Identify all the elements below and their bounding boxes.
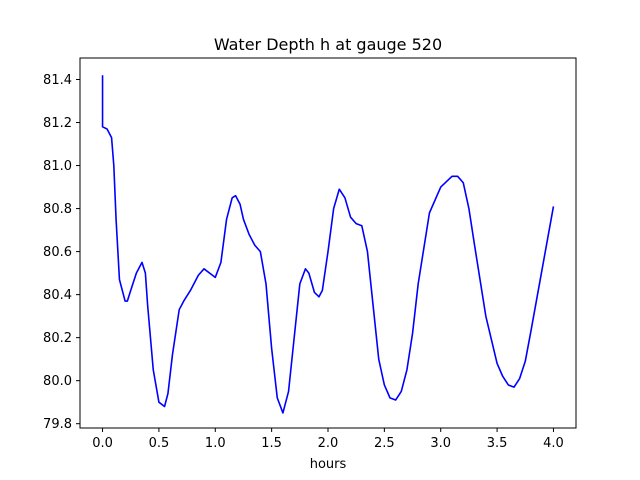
y-tick-label: 80.8 <box>43 202 72 217</box>
y-tick-label: 80.0 <box>43 374 72 389</box>
y-tick-label: 80.2 <box>43 331 72 346</box>
y-tick-label: 81.0 <box>43 159 72 174</box>
x-tick-label: 3.0 <box>430 436 451 451</box>
x-tick-label: 0.0 <box>92 436 113 451</box>
x-tick-label: 0.5 <box>149 436 170 451</box>
x-tick-label: 2.5 <box>374 436 395 451</box>
x-tick-label: 3.5 <box>487 436 508 451</box>
y-tick-label: 80.4 <box>43 288 72 303</box>
y-tick-label: 79.8 <box>43 417 72 432</box>
x-tick-label: 1.5 <box>261 436 282 451</box>
series-layer <box>101 75 555 414</box>
series-line-0 <box>101 75 555 414</box>
x-axis-label: hours <box>310 457 347 472</box>
chart-title: Water Depth h at gauge 520 <box>214 35 442 54</box>
x-tick-label: 2.0 <box>318 436 339 451</box>
y-tick-label: 80.6 <box>43 245 72 260</box>
x-tick-label: 4.0 <box>543 436 564 451</box>
y-tick-label: 81.2 <box>43 116 72 131</box>
y-axis: 79.8 80.0 80.2 80.4 80.6 80.8 81.0 81.2 81.4 <box>43 73 80 432</box>
y-tick-label: 81.4 <box>43 73 72 88</box>
x-axis: 0.0 0.5 1.0 1.5 2.0 2.5 3.0 3.5 4.0 <box>92 428 564 451</box>
x-tick-label: 1.0 <box>205 436 226 451</box>
